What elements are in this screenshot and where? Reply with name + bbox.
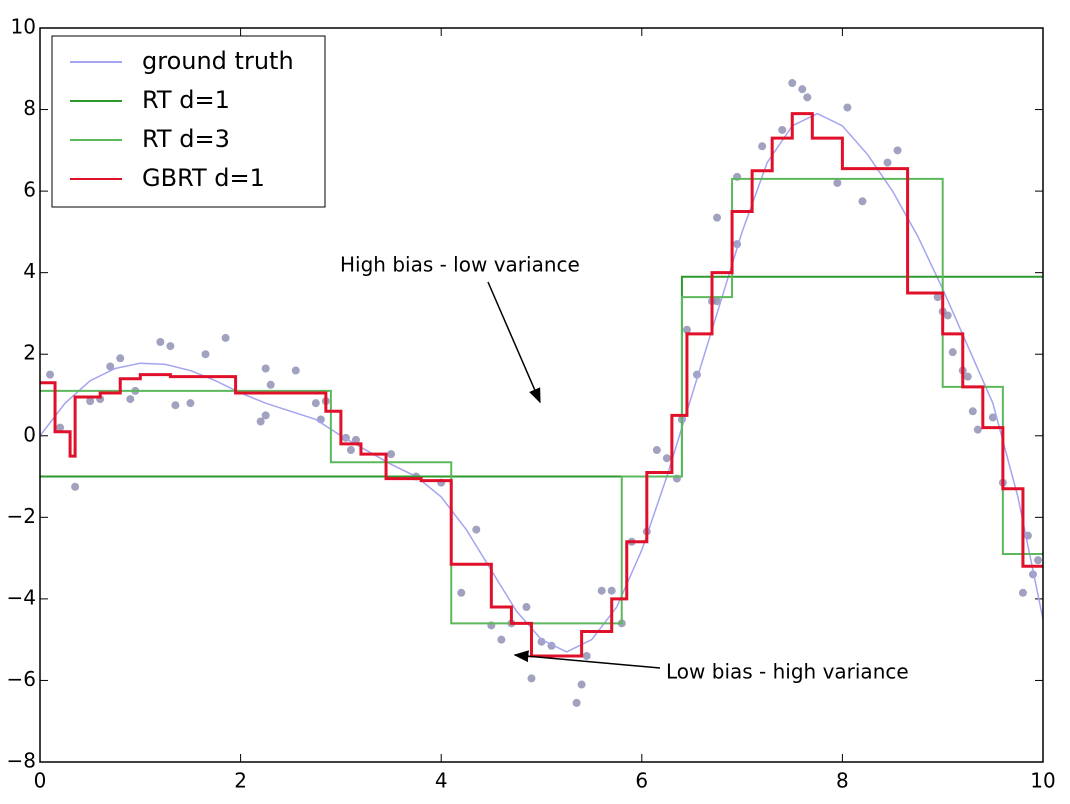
x-tick-label: 6 xyxy=(635,769,648,793)
y-tick-label: −6 xyxy=(7,667,36,691)
sample-point xyxy=(883,158,892,167)
sample-point xyxy=(106,362,115,371)
x-tick-label: 8 xyxy=(836,769,849,793)
annotation-arrow xyxy=(513,650,661,669)
sample-point xyxy=(988,413,997,422)
sample-point xyxy=(948,348,957,357)
sample-point xyxy=(798,85,807,94)
series-line xyxy=(40,112,1043,658)
sample-point xyxy=(943,311,952,320)
sample-point xyxy=(968,407,977,416)
x-tick-label: 0 xyxy=(34,769,47,793)
y-tick-label: −8 xyxy=(7,749,36,773)
sample-point xyxy=(56,423,65,432)
y-tick-label: 10 xyxy=(11,15,36,39)
sample-point xyxy=(387,450,396,459)
plot-frame xyxy=(39,27,1044,763)
sample-point xyxy=(291,366,300,375)
sample-point xyxy=(171,401,180,410)
sample-point xyxy=(116,354,125,363)
y-tick-label: 8 xyxy=(23,96,36,120)
legend-label: ground truth xyxy=(142,47,294,75)
sample-point xyxy=(256,417,265,426)
sample-point xyxy=(933,293,942,302)
sample-point xyxy=(166,342,175,351)
x-tick-label: 4 xyxy=(435,769,448,793)
sample-point xyxy=(1033,556,1042,565)
annotation: High bias - low variance xyxy=(340,253,580,277)
sample-point xyxy=(86,397,95,406)
sample-point xyxy=(652,446,661,455)
sample-point xyxy=(973,425,982,434)
sample-point xyxy=(572,698,581,707)
sample-point xyxy=(662,454,671,463)
sample-point xyxy=(843,103,852,112)
sample-point xyxy=(833,178,842,187)
sample-point xyxy=(186,399,195,408)
sample-point xyxy=(1018,588,1027,597)
sample-point xyxy=(858,197,867,206)
x-tick-label: 10 xyxy=(1030,769,1055,793)
sample-point xyxy=(351,435,360,444)
sample-point xyxy=(71,482,80,491)
sample-point xyxy=(803,93,812,102)
legend-label: GBRT d=1 xyxy=(142,164,265,192)
sample-point xyxy=(778,125,787,134)
sample-point xyxy=(758,142,767,151)
sample-point xyxy=(266,380,275,389)
sample-point xyxy=(311,399,320,408)
sample-point xyxy=(597,586,606,595)
sample-point xyxy=(221,333,230,342)
sample-point xyxy=(497,635,506,644)
y-tick-label: 4 xyxy=(23,259,36,283)
y-tick-label: 6 xyxy=(23,178,36,202)
sample-point xyxy=(607,586,616,595)
sample-point xyxy=(126,395,135,404)
sample-point xyxy=(261,411,270,420)
sample-point xyxy=(582,651,591,660)
y-tick-label: 0 xyxy=(23,422,36,446)
sample-point xyxy=(682,325,691,334)
sample-point xyxy=(963,372,972,381)
sample-point xyxy=(156,337,165,346)
sample-point xyxy=(577,680,586,689)
sample-point xyxy=(346,446,355,455)
annotation: Low bias - high variance xyxy=(666,660,909,684)
sample-point xyxy=(46,370,55,379)
sample-point xyxy=(713,213,722,222)
sample-point xyxy=(201,350,210,359)
sample-point xyxy=(457,588,466,597)
annotation-arrow xyxy=(487,281,541,404)
sample-point xyxy=(261,364,270,373)
y-tick-label: −4 xyxy=(7,585,36,609)
sample-point xyxy=(893,146,902,155)
y-tick-label: 2 xyxy=(23,341,36,365)
sample-point xyxy=(537,637,546,646)
sample-point xyxy=(788,79,797,88)
sample-point xyxy=(713,297,722,306)
sample-point xyxy=(472,525,481,534)
y-tick-label: −2 xyxy=(7,504,36,528)
legend-label: RT d=1 xyxy=(142,86,230,114)
x-tick-label: 2 xyxy=(234,769,247,793)
sample-point xyxy=(527,674,536,683)
sample-point xyxy=(522,603,531,612)
legend-label: RT d=3 xyxy=(142,125,230,153)
